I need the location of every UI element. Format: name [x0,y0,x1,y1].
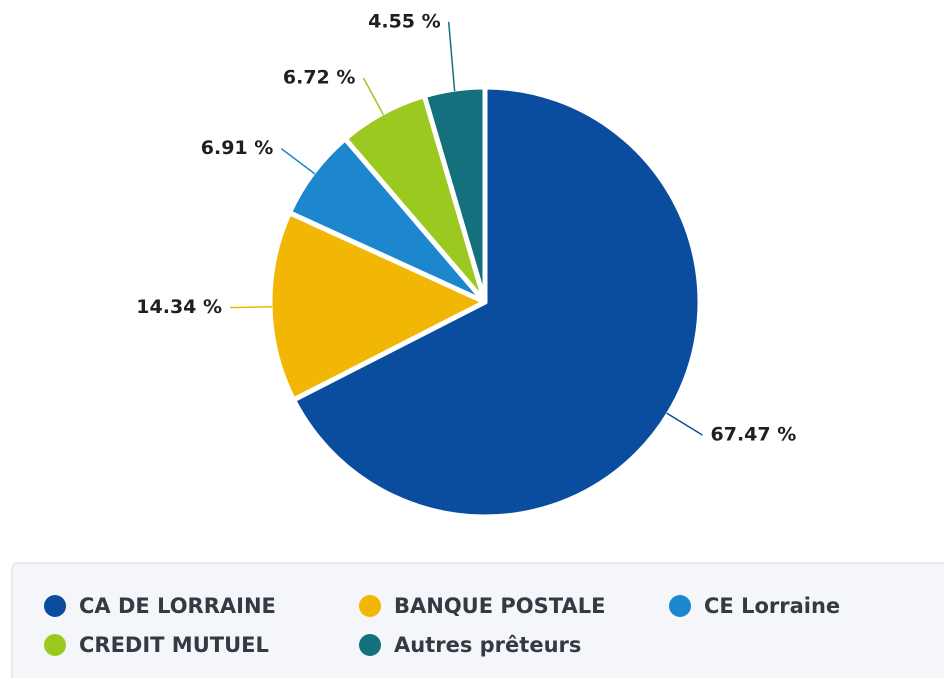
legend-label: CA DE LORRAINE [79,594,276,618]
legend-marker [359,595,381,617]
legend-marker [44,634,66,656]
leader-line [447,21,456,92]
legend-label: BANQUE POSTALE [394,594,605,618]
leader-line [230,305,273,309]
legend-label: CE Lorraine [704,594,840,618]
leader-line [362,77,385,116]
legend-marker [44,595,66,617]
data-label: 6.91 % [201,137,274,159]
data-label: 6.72 % [283,66,356,88]
legend-marker [359,634,381,656]
leader-line [666,412,703,436]
data-label: 14.34 % [136,296,222,318]
data-label: 4.55 % [368,10,441,32]
legend-label: CREDIT MUTUEL [79,633,269,657]
data-label: 67.47 % [711,424,797,446]
legend-label: Autres prêteurs [394,633,581,657]
legend-marker [669,595,691,617]
leader-line [280,147,316,175]
legend-box [11,562,944,682]
